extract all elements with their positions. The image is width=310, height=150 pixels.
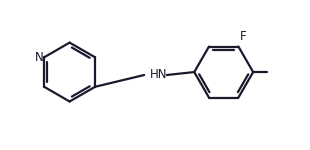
Text: N: N (34, 51, 43, 64)
Text: HN: HN (150, 68, 168, 81)
Text: F: F (239, 30, 246, 43)
